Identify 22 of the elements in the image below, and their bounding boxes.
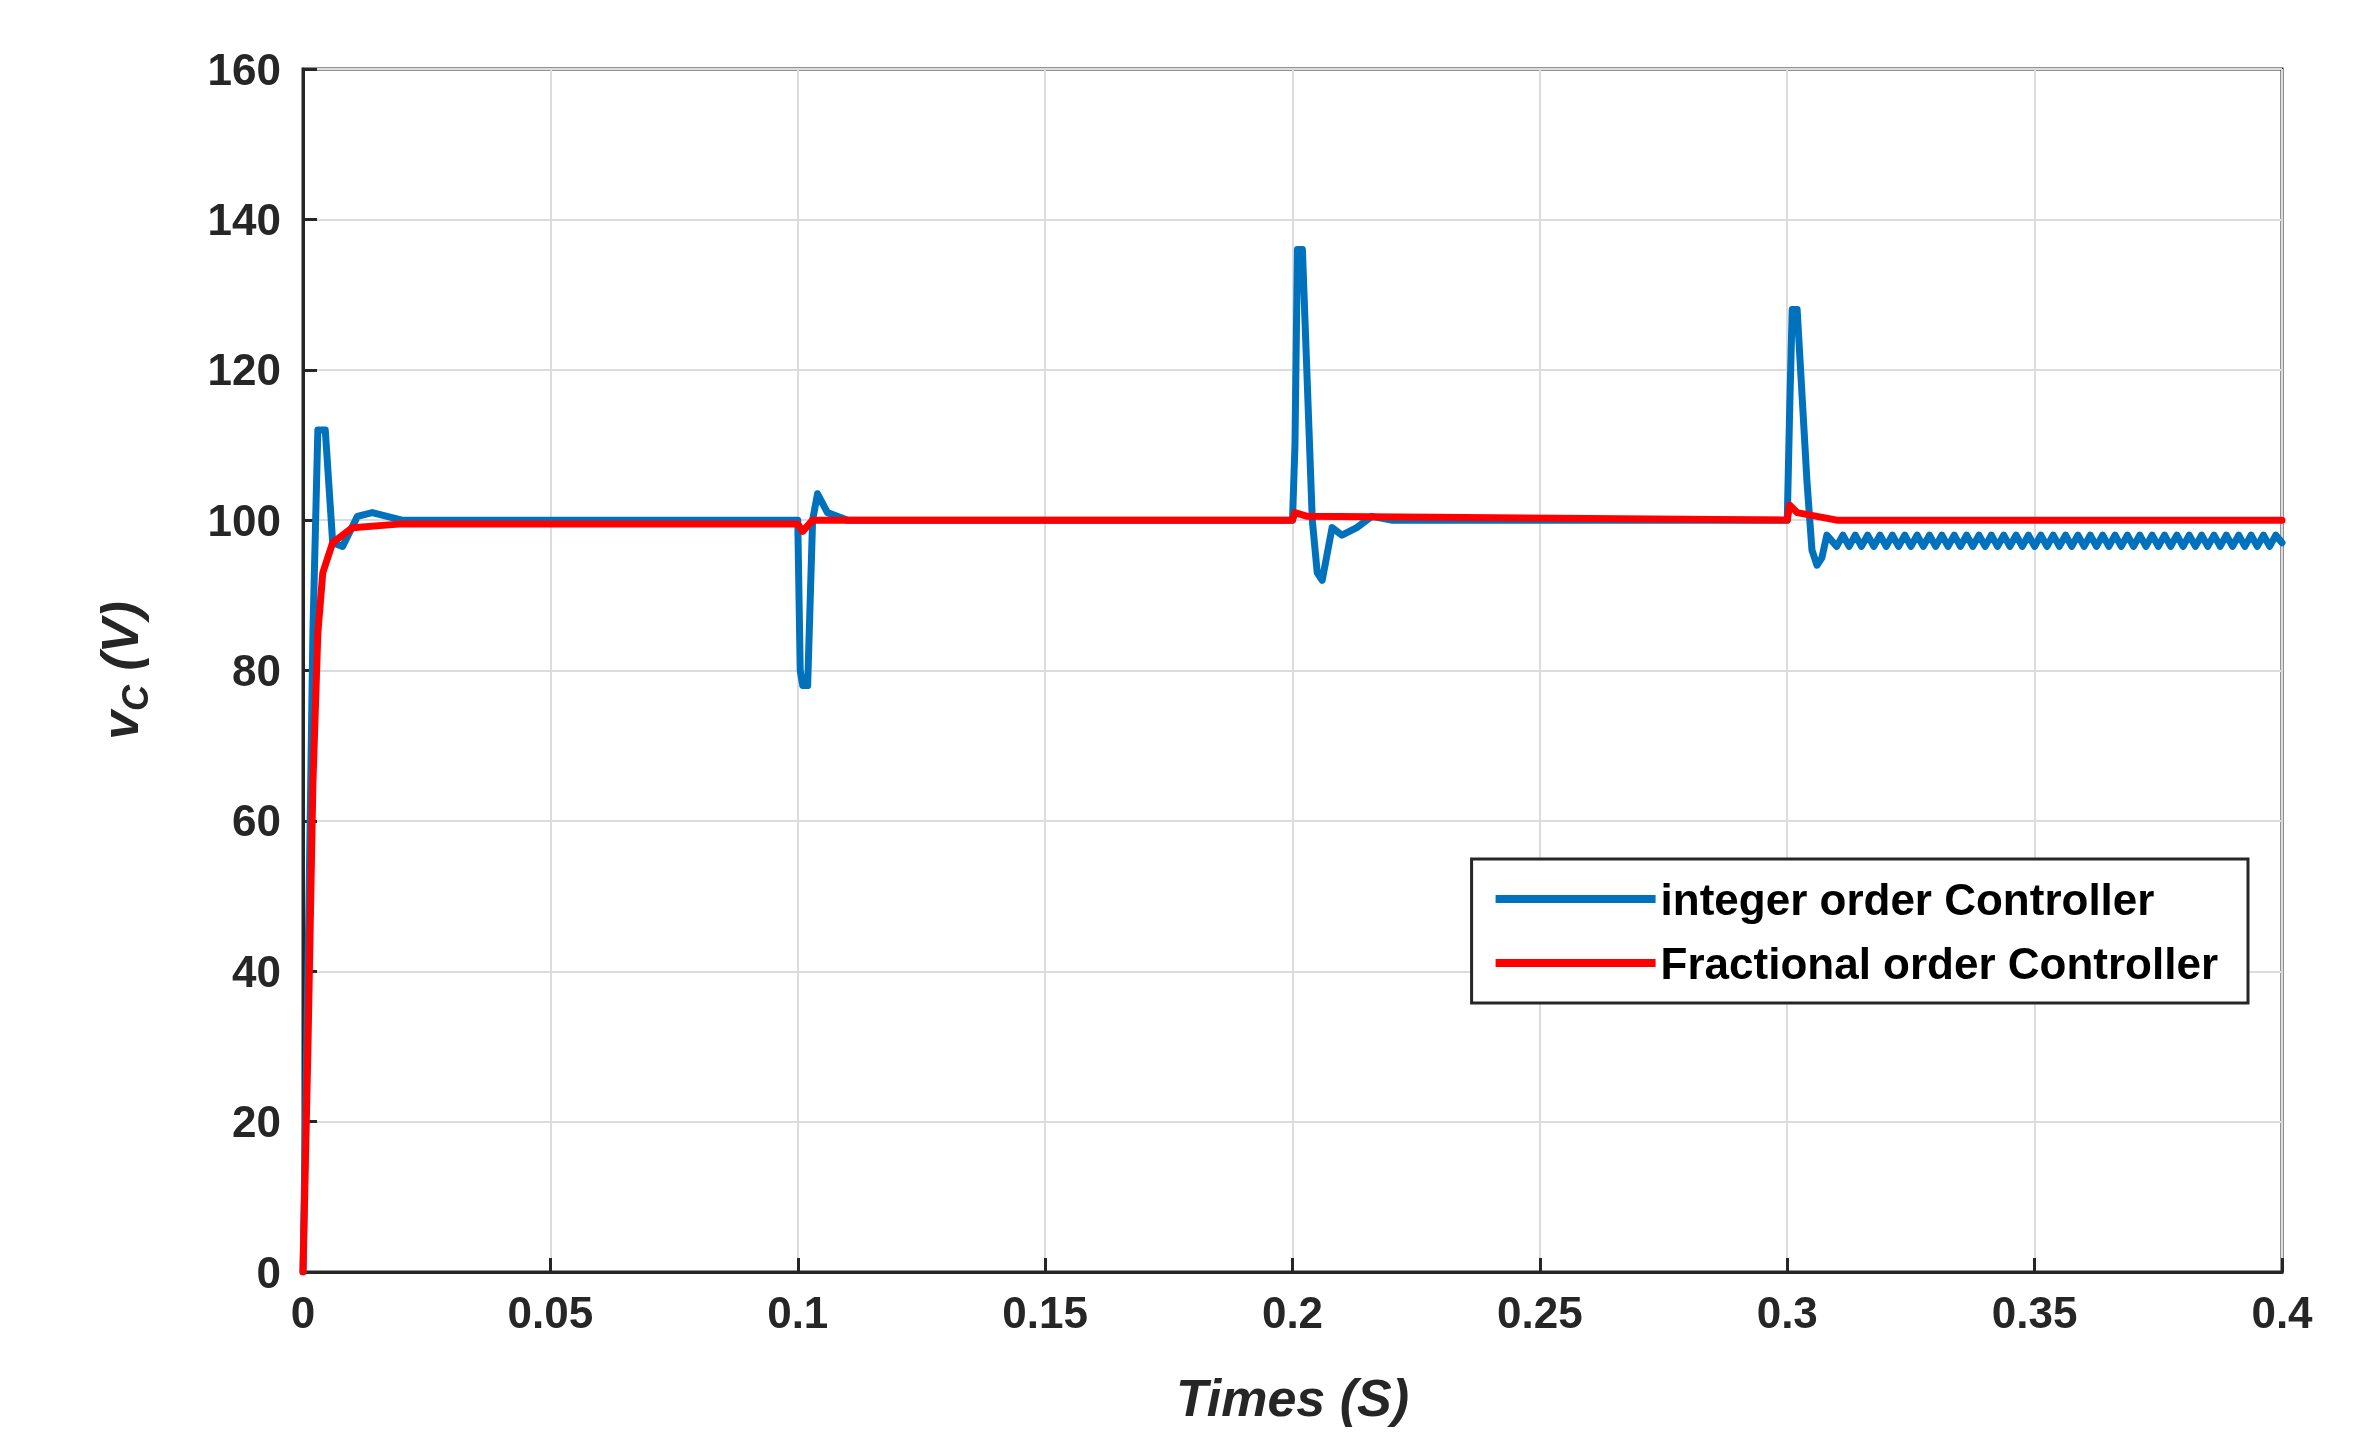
y-tick-label: 60 — [232, 796, 281, 846]
x-tick-label: 0.35 — [1991, 1287, 2078, 1337]
x-tick-label: 0.3 — [1756, 1287, 1818, 1337]
legend-label: Fractional order Controller — [1660, 938, 2219, 988]
x-tick-label: 0.1 — [767, 1287, 829, 1337]
x-axis-title: Times (S) — [1175, 1369, 1410, 1427]
x-tick-label: 0.15 — [1002, 1287, 1088, 1337]
y-tick-label: 80 — [232, 646, 281, 695]
legend-label: integer order Controller — [1660, 874, 2155, 924]
y-tick-label: 160 — [207, 44, 281, 94]
x-tick-label: 0.05 — [507, 1287, 594, 1337]
x-tick-label: 0.4 — [2251, 1287, 2314, 1337]
y-tick-label: 120 — [207, 345, 281, 395]
y-axis-title: vC (V) — [91, 601, 156, 740]
x-tick-label: 0 — [290, 1287, 316, 1337]
x-tick-label: 0.2 — [1261, 1287, 1324, 1337]
y-tick-label: 100 — [207, 495, 281, 545]
x-tick-label: 0.25 — [1497, 1287, 1583, 1337]
y-tick-label: 140 — [207, 194, 281, 244]
y-tick-label: 40 — [232, 946, 281, 996]
y-tick-label: 20 — [232, 1097, 281, 1147]
y-tick-label: 0 — [256, 1247, 281, 1297]
